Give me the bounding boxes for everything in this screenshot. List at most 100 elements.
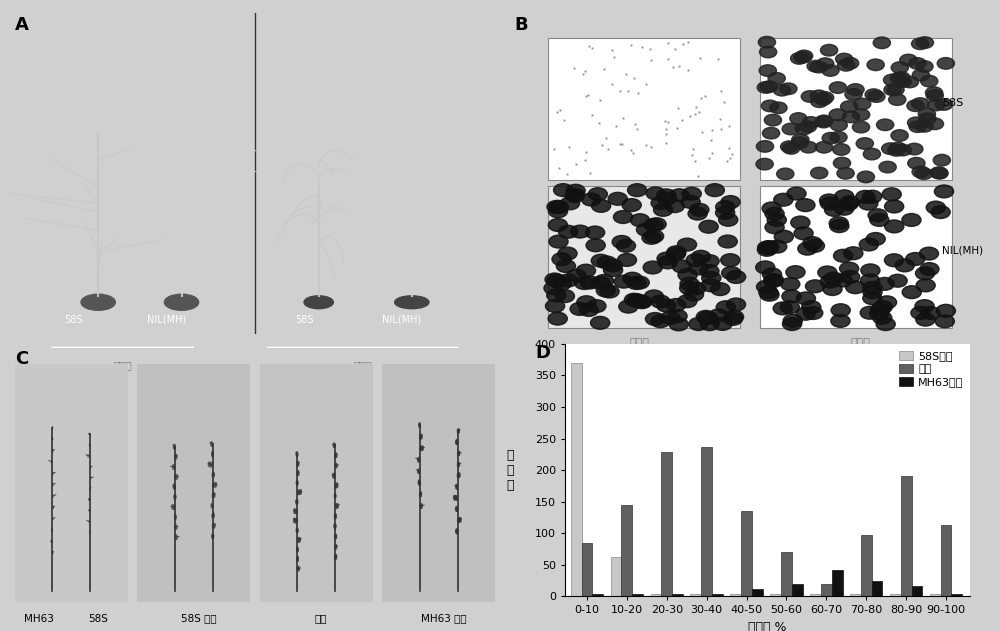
Circle shape xyxy=(628,295,647,308)
Circle shape xyxy=(665,199,684,213)
Text: 杂合: 杂合 xyxy=(315,613,327,623)
Circle shape xyxy=(805,239,825,252)
Circle shape xyxy=(815,116,832,128)
Ellipse shape xyxy=(212,534,214,538)
Circle shape xyxy=(829,82,847,93)
Circle shape xyxy=(614,275,633,288)
Circle shape xyxy=(547,201,566,213)
Bar xyxy=(661,452,672,596)
Circle shape xyxy=(680,278,699,290)
Circle shape xyxy=(591,199,611,212)
Ellipse shape xyxy=(213,524,214,528)
Circle shape xyxy=(815,115,833,127)
Circle shape xyxy=(908,157,925,169)
Circle shape xyxy=(668,310,687,322)
Circle shape xyxy=(759,242,779,254)
Circle shape xyxy=(719,213,738,226)
Circle shape xyxy=(554,184,573,196)
Circle shape xyxy=(907,117,925,129)
Circle shape xyxy=(579,304,598,316)
Circle shape xyxy=(861,274,880,287)
Circle shape xyxy=(762,127,780,139)
Circle shape xyxy=(681,196,700,208)
Ellipse shape xyxy=(296,481,298,485)
Ellipse shape xyxy=(420,504,421,509)
Circle shape xyxy=(791,137,808,148)
Circle shape xyxy=(791,216,810,229)
Circle shape xyxy=(840,101,858,112)
Circle shape xyxy=(709,309,728,322)
Ellipse shape xyxy=(420,492,421,497)
Circle shape xyxy=(891,62,908,73)
Ellipse shape xyxy=(456,507,458,511)
Bar xyxy=(582,543,592,596)
Circle shape xyxy=(677,238,697,251)
Circle shape xyxy=(822,64,839,76)
Text: 短日照: 短日照 xyxy=(850,338,870,348)
Circle shape xyxy=(840,196,859,209)
Circle shape xyxy=(782,143,800,154)
Circle shape xyxy=(887,84,904,95)
Ellipse shape xyxy=(335,464,336,468)
Ellipse shape xyxy=(213,473,214,477)
Ellipse shape xyxy=(213,513,214,517)
Ellipse shape xyxy=(213,473,214,477)
Circle shape xyxy=(616,239,636,252)
Circle shape xyxy=(857,171,875,183)
Ellipse shape xyxy=(297,481,298,485)
Ellipse shape xyxy=(457,429,459,433)
Circle shape xyxy=(916,313,935,326)
Bar xyxy=(941,525,951,596)
Ellipse shape xyxy=(212,534,213,538)
Ellipse shape xyxy=(458,473,460,478)
Ellipse shape xyxy=(456,440,457,444)
Circle shape xyxy=(770,102,787,114)
Circle shape xyxy=(805,280,825,293)
Circle shape xyxy=(705,184,724,197)
Ellipse shape xyxy=(456,485,458,489)
Ellipse shape xyxy=(419,423,420,427)
Circle shape xyxy=(689,317,708,331)
Ellipse shape xyxy=(459,473,460,477)
Circle shape xyxy=(556,259,576,273)
Circle shape xyxy=(560,197,580,209)
Bar xyxy=(770,594,781,596)
Ellipse shape xyxy=(335,534,337,539)
Text: 短日照: 短日照 xyxy=(353,360,372,370)
Ellipse shape xyxy=(211,504,213,508)
Circle shape xyxy=(773,85,791,96)
Text: D: D xyxy=(535,344,550,362)
Ellipse shape xyxy=(304,296,333,309)
Ellipse shape xyxy=(211,442,212,446)
Ellipse shape xyxy=(336,483,337,488)
Ellipse shape xyxy=(297,471,298,476)
Bar xyxy=(832,570,843,596)
Circle shape xyxy=(787,187,806,200)
Text: NIL(MH): NIL(MH) xyxy=(147,315,186,325)
Circle shape xyxy=(916,37,934,49)
Circle shape xyxy=(796,292,815,305)
Circle shape xyxy=(722,267,741,280)
Circle shape xyxy=(937,57,955,69)
Ellipse shape xyxy=(455,496,457,500)
Ellipse shape xyxy=(297,547,298,551)
Circle shape xyxy=(716,301,735,314)
Circle shape xyxy=(630,214,650,227)
Circle shape xyxy=(690,203,709,216)
Circle shape xyxy=(763,274,783,288)
Ellipse shape xyxy=(456,529,458,534)
Text: NIL(MH): NIL(MH) xyxy=(942,245,983,256)
Circle shape xyxy=(761,100,779,112)
Ellipse shape xyxy=(294,519,296,522)
Circle shape xyxy=(756,141,774,152)
Ellipse shape xyxy=(334,493,336,498)
Circle shape xyxy=(870,213,889,227)
Text: 长日照: 长日照 xyxy=(113,360,132,370)
Ellipse shape xyxy=(295,509,296,514)
Bar xyxy=(701,447,712,596)
Circle shape xyxy=(549,201,568,213)
Circle shape xyxy=(570,302,589,316)
Bar xyxy=(690,594,701,596)
Ellipse shape xyxy=(294,518,295,522)
Circle shape xyxy=(699,220,718,233)
